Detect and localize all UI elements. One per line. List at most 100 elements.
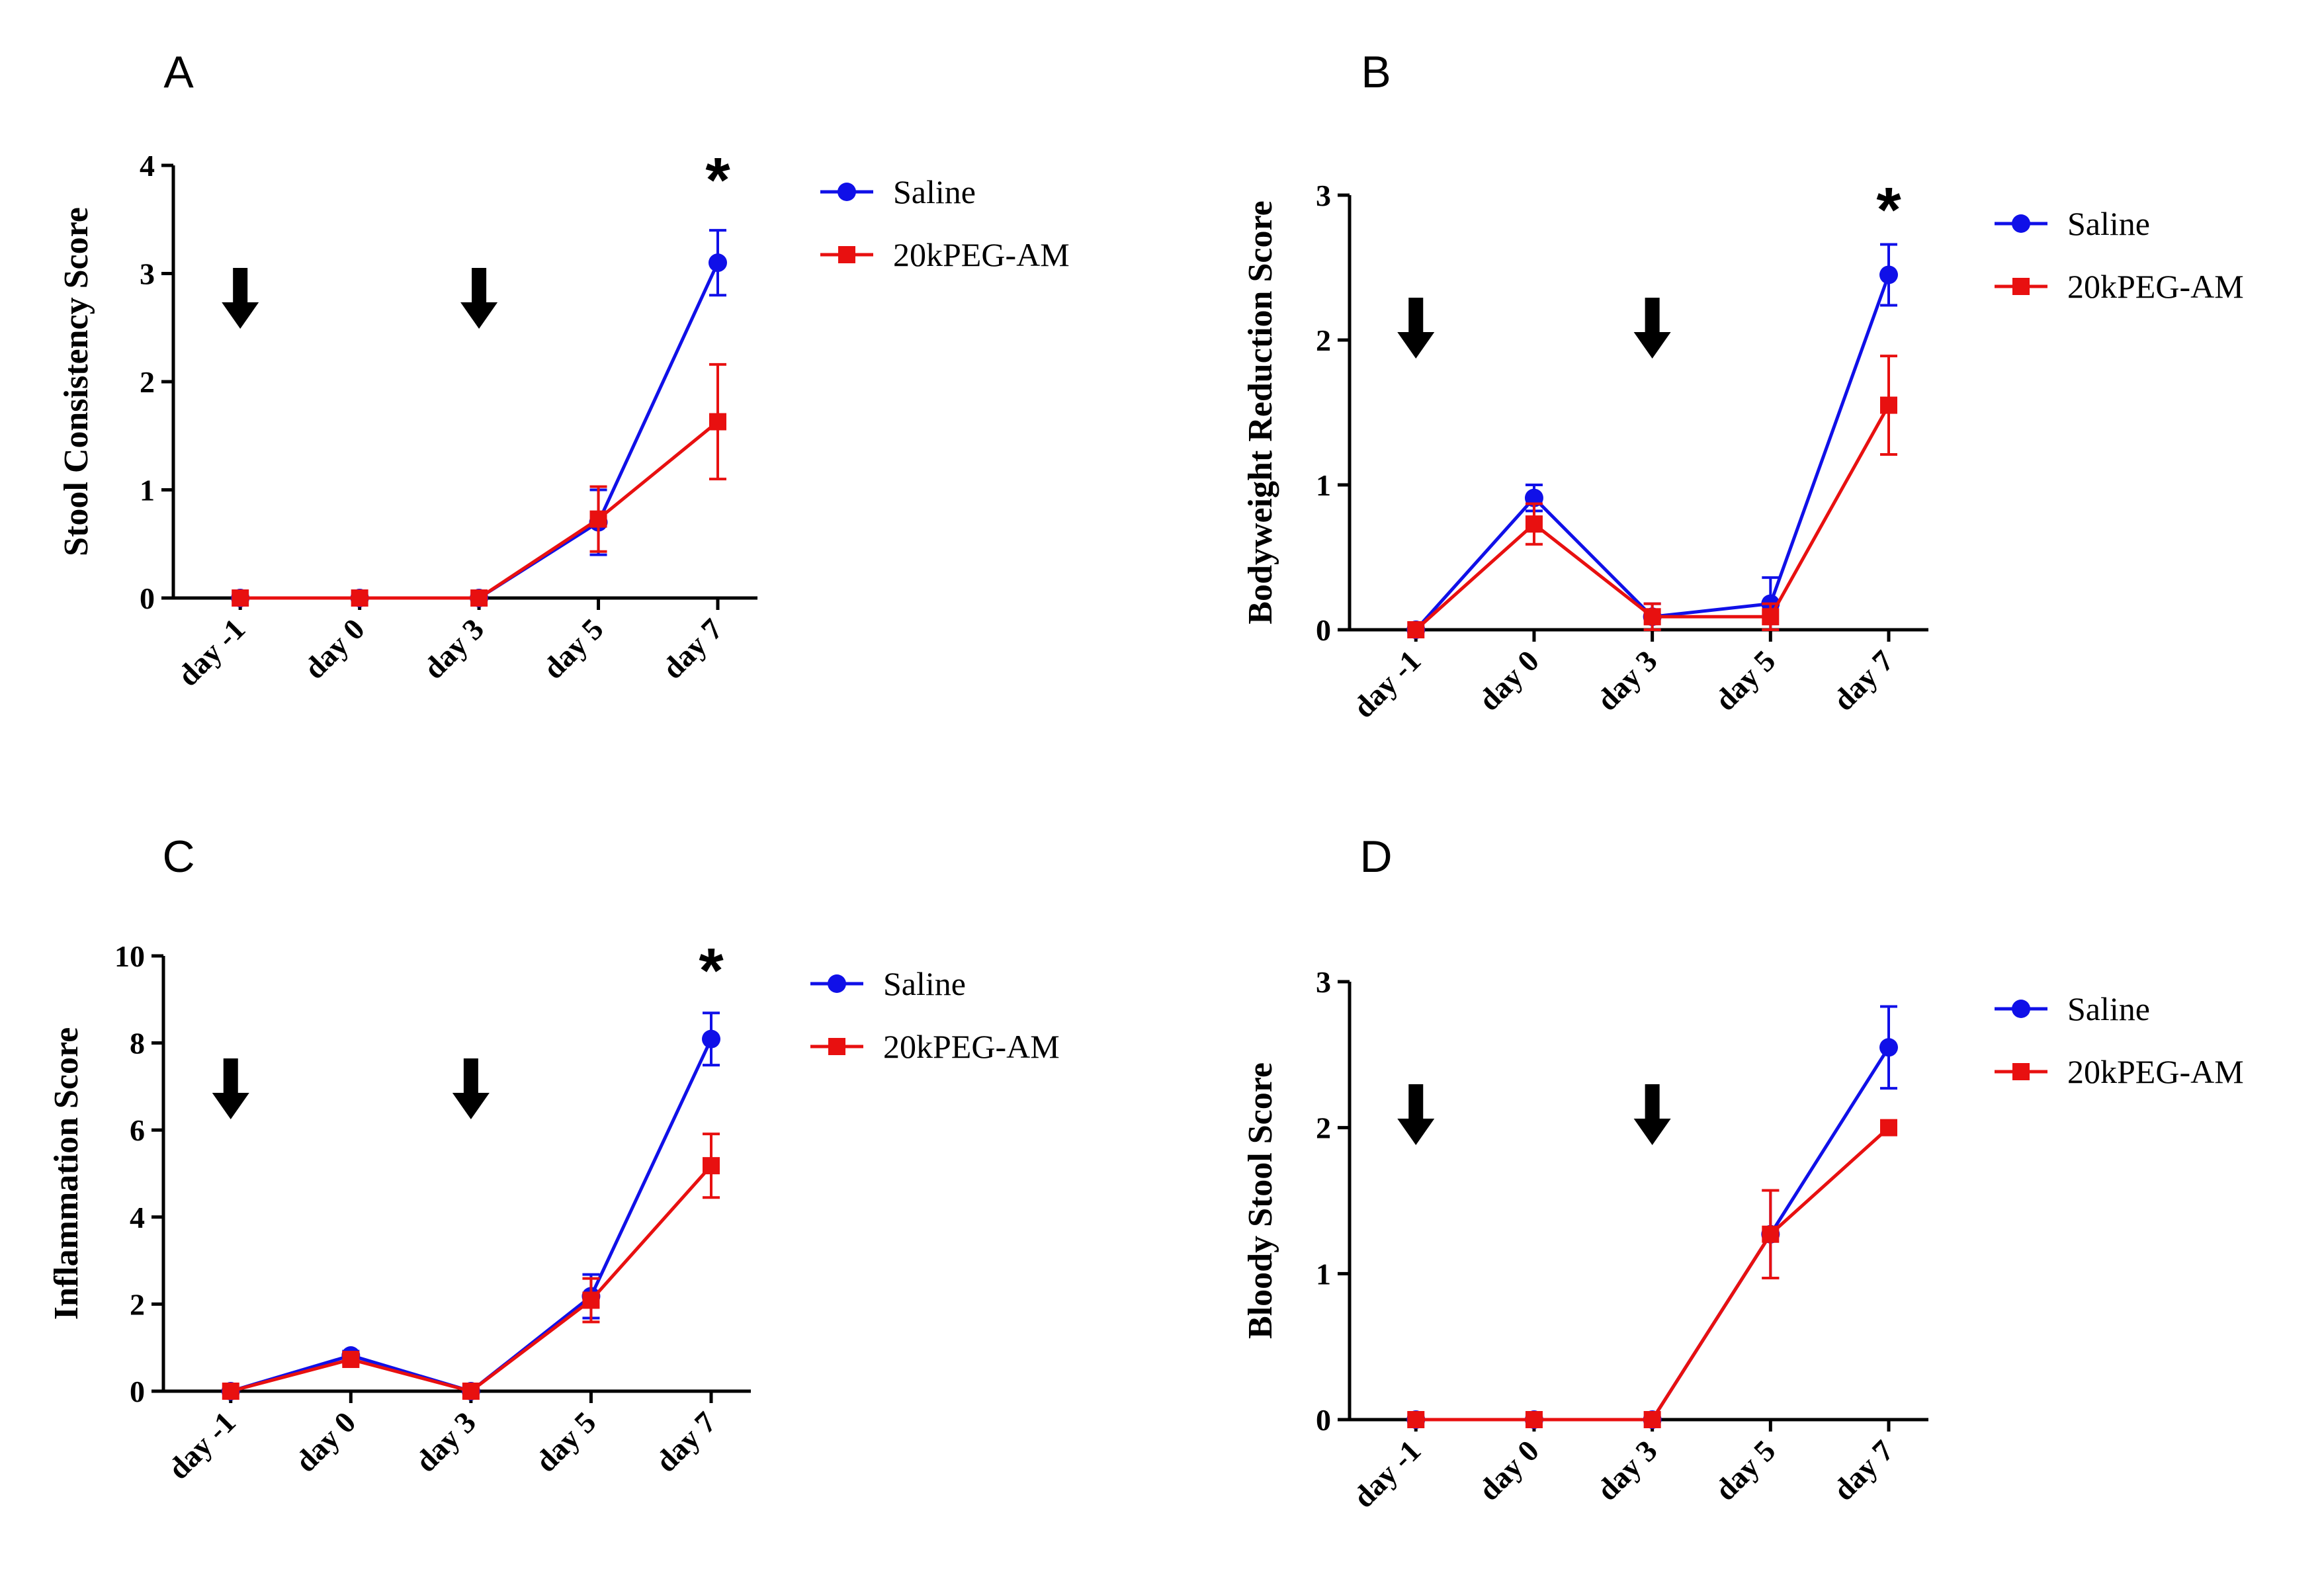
y-tick-label: 4 bbox=[130, 1201, 145, 1234]
y-tick-label: 4 bbox=[140, 149, 155, 183]
data-point bbox=[1880, 396, 1897, 414]
legend-label: 20kPEG-AM bbox=[2067, 268, 2244, 305]
data-point bbox=[1643, 1411, 1661, 1428]
y-axis-label: Stool Consistency Score bbox=[58, 207, 95, 556]
x-tick-label: day 5 bbox=[537, 612, 610, 685]
y-tick-label: 6 bbox=[130, 1113, 145, 1147]
y-tick-label: 3 bbox=[1316, 179, 1331, 212]
data-point bbox=[709, 413, 726, 431]
legend: Saline 20kPEG-AM bbox=[1995, 990, 2244, 1090]
series-peg bbox=[1407, 355, 1897, 638]
chart-panel-a: A 0 1 2 3 4 Stool Consistency Score day -1 day 0… bbox=[58, 47, 1070, 693]
significance-marker: * bbox=[705, 145, 730, 216]
legend-marker bbox=[2012, 1000, 2030, 1018]
y-tick-label: 0 bbox=[1316, 613, 1331, 647]
y-axis-label: Bodyweight Reduction Score bbox=[1242, 200, 1279, 624]
legend-label: Saline bbox=[2067, 205, 2150, 242]
x-tick-label: day -1 bbox=[161, 1405, 242, 1486]
data-point bbox=[1879, 265, 1898, 284]
legend-label: Saline bbox=[2067, 990, 2150, 1027]
x-tick-label: day 7 bbox=[656, 612, 729, 685]
data-point bbox=[1880, 1119, 1897, 1136]
data-point bbox=[1525, 1411, 1543, 1428]
data-point bbox=[1525, 515, 1543, 533]
legend-label: Saline bbox=[893, 173, 976, 210]
legend-marker bbox=[2012, 214, 2030, 233]
data-point bbox=[470, 589, 488, 607]
y-tick-label: 2 bbox=[140, 365, 155, 399]
panel-letter: A bbox=[163, 47, 194, 97]
y-tick-label: 0 bbox=[1316, 1403, 1331, 1437]
data-point bbox=[342, 1350, 360, 1368]
legend: Saline 20kPEG-AM bbox=[1995, 205, 2244, 305]
chart-panel-d: D 0 1 2 3 Bloody Stool Score day -1 day 0 day 3 d… bbox=[1242, 832, 2244, 1514]
legend-label: 20kPEG-AM bbox=[2067, 1053, 2244, 1090]
x-tick-label: day 0 bbox=[1472, 644, 1545, 717]
x-tick-label: day 5 bbox=[1708, 644, 1782, 717]
y-tick-label: 2 bbox=[1316, 1111, 1331, 1145]
data-point bbox=[709, 253, 727, 273]
legend: Saline 20kPEG-AM bbox=[820, 173, 1070, 273]
y-axis-label: Inflammation Score bbox=[48, 1027, 85, 1320]
x-tick-label: day 7 bbox=[1827, 1434, 1900, 1507]
y-tick-label: 1 bbox=[1316, 468, 1331, 502]
y-tick-label: 3 bbox=[140, 257, 155, 291]
y-tick-label: 8 bbox=[130, 1027, 145, 1060]
down-arrow-icon bbox=[1397, 1084, 1435, 1145]
down-arrow-icon bbox=[1397, 298, 1435, 359]
x-tick-label: day -1 bbox=[1346, 644, 1427, 724]
legend-marker bbox=[838, 246, 855, 263]
data-point bbox=[703, 1157, 720, 1175]
x-tick-label: day -1 bbox=[171, 612, 251, 693]
legend-marker bbox=[828, 1038, 845, 1055]
legend-label: Saline bbox=[883, 965, 966, 1002]
chart-panel-c: C 0 2 4 6 8 10 Inflammation Score day -1 day 0 day… bbox=[48, 832, 1060, 1486]
significance-marker: * bbox=[1876, 175, 1901, 245]
down-arrow-icon bbox=[1633, 298, 1671, 359]
series-line bbox=[1414, 404, 1891, 631]
y-axis-label: Bloody Stool Score bbox=[1242, 1062, 1279, 1339]
series-line bbox=[1416, 1126, 1890, 1422]
data-point bbox=[702, 1029, 720, 1049]
legend-marker bbox=[828, 974, 846, 993]
down-arrow-icon bbox=[452, 1058, 490, 1119]
down-arrow-icon bbox=[1633, 1084, 1671, 1145]
data-point bbox=[1879, 1038, 1898, 1057]
significance-marker: * bbox=[699, 935, 724, 1006]
legend: Saline 20kPEG-AM bbox=[810, 965, 1060, 1065]
x-tick-label: day 0 bbox=[298, 612, 371, 685]
series-peg bbox=[232, 363, 726, 607]
legend-marker bbox=[838, 183, 856, 201]
legend-label: 20kPEG-AM bbox=[893, 236, 1070, 273]
legend-label: 20kPEG-AM bbox=[883, 1028, 1060, 1065]
x-tick-label: day 0 bbox=[1472, 1434, 1545, 1507]
data-point bbox=[1407, 1411, 1425, 1428]
x-tick-label: day 3 bbox=[417, 612, 490, 685]
series-peg bbox=[222, 1133, 720, 1400]
y-tick-label: 0 bbox=[140, 581, 155, 615]
data-point bbox=[1762, 1225, 1780, 1243]
panel-letter: C bbox=[162, 832, 194, 882]
data-point bbox=[222, 1383, 239, 1400]
x-tick-label: day 5 bbox=[1708, 1434, 1782, 1507]
legend-marker bbox=[2012, 278, 2030, 295]
x-tick-label: day 3 bbox=[1590, 1434, 1664, 1507]
y-tick-label: 0 bbox=[130, 1375, 145, 1408]
down-arrow-icon bbox=[212, 1058, 249, 1119]
data-point bbox=[351, 589, 368, 607]
data-point bbox=[462, 1383, 480, 1400]
series-saline bbox=[1406, 1005, 1898, 1429]
data-point bbox=[232, 589, 249, 607]
data-point bbox=[582, 1291, 600, 1309]
x-tick-label: day 7 bbox=[649, 1405, 722, 1478]
series-line bbox=[230, 1164, 712, 1393]
data-point bbox=[589, 510, 607, 528]
series-line bbox=[240, 420, 719, 600]
down-arrow-icon bbox=[460, 268, 498, 329]
data-point bbox=[1407, 621, 1425, 638]
data-point bbox=[1643, 608, 1661, 626]
chart-panel-b: B 0 1 2 3 Bodyweight Reduction Score day -1 day… bbox=[1242, 47, 2244, 724]
panel-letter: D bbox=[1359, 832, 1392, 882]
x-tick-label: day 3 bbox=[1590, 644, 1664, 717]
